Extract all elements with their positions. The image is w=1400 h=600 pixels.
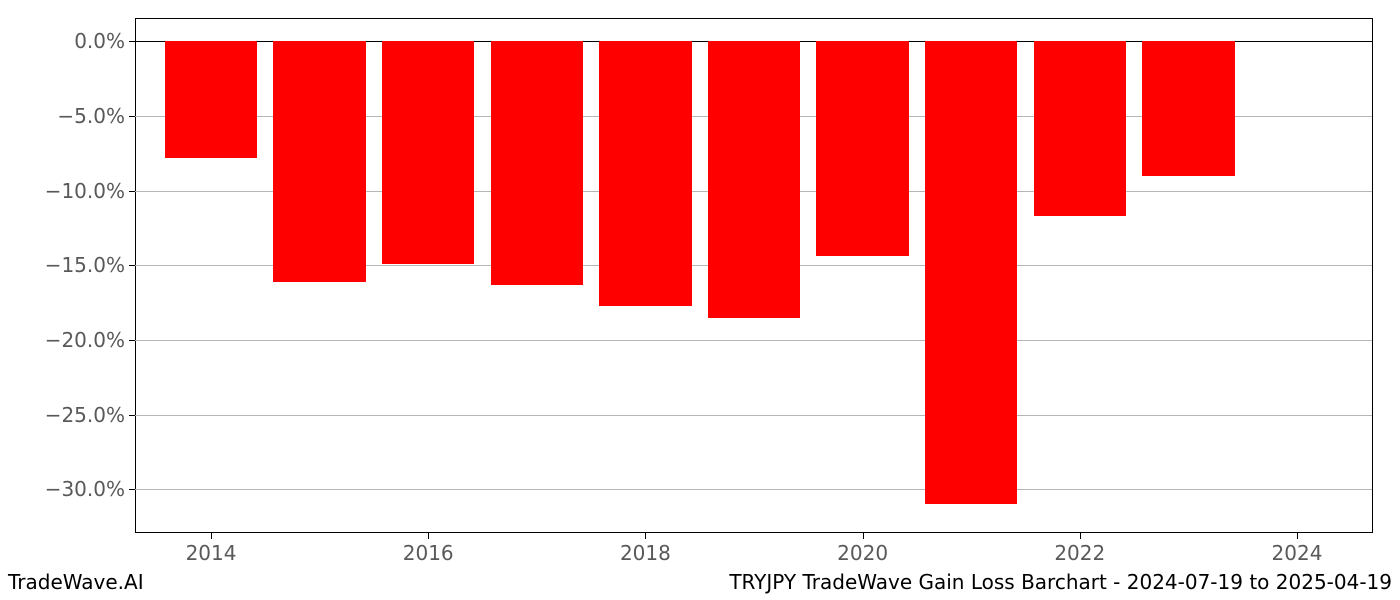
bar <box>925 41 1017 504</box>
spine-left <box>135 19 136 533</box>
bar <box>1142 41 1234 175</box>
gridline <box>135 489 1372 490</box>
footer-right-text: TRYJPY TradeWave Gain Loss Barchart - 20… <box>729 570 1392 594</box>
xtick-label: 2022 <box>1054 533 1105 565</box>
ytick-label: −15.0% <box>45 253 135 277</box>
footer-left-text: TradeWave.AI <box>8 570 144 594</box>
ytick-label: −20.0% <box>45 328 135 352</box>
xtick-label: 2020 <box>837 533 888 565</box>
xtick-label: 2016 <box>403 533 454 565</box>
bar <box>708 41 800 317</box>
xtick-label: 2024 <box>1272 533 1323 565</box>
ytick-label: −5.0% <box>57 104 135 128</box>
bar <box>491 41 583 284</box>
gridline <box>135 415 1372 416</box>
bar <box>273 41 365 281</box>
ytick-label: −25.0% <box>45 403 135 427</box>
bar <box>816 41 908 256</box>
ytick-label: −30.0% <box>45 477 135 501</box>
bar <box>599 41 691 305</box>
ytick-label: −10.0% <box>45 179 135 203</box>
bar <box>1034 41 1126 216</box>
spine-bottom <box>135 532 1372 533</box>
bar <box>382 41 474 263</box>
gridline <box>135 340 1372 341</box>
bar <box>165 41 257 157</box>
xtick-label: 2014 <box>186 533 237 565</box>
xtick-label: 2018 <box>620 533 671 565</box>
plot-area: 0.0%−5.0%−10.0%−15.0%−20.0%−25.0%−30.0%2… <box>135 18 1373 533</box>
ytick-label: 0.0% <box>74 29 135 53</box>
chart-container: 0.0% −5.0% −10.0% −15.0% −20.0% −25.0% −30.0% 2… <box>0 0 1400 600</box>
